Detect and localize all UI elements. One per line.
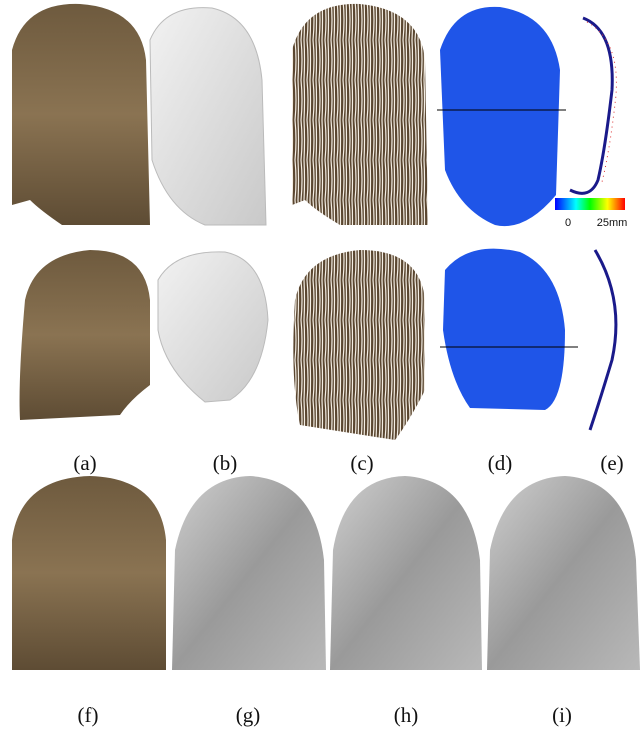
panel-label: (d) <box>488 451 513 475</box>
panel-label: (a) <box>73 451 96 475</box>
panel-label: (i) <box>552 703 572 727</box>
panel-label: (f) <box>78 703 99 727</box>
error-map <box>443 249 565 410</box>
hair-render <box>12 4 150 225</box>
colorbar-min: 0 <box>565 217 571 229</box>
colorbar <box>555 198 625 210</box>
panel-d-top <box>437 7 566 226</box>
hair-render <box>12 476 166 670</box>
panel-b-top <box>150 8 266 225</box>
mesh-render <box>487 476 640 670</box>
mesh-render <box>150 8 266 225</box>
panel-label: (h) <box>394 703 419 727</box>
panel-label: (e) <box>600 451 623 475</box>
panel-a-top <box>12 4 150 225</box>
panel-label: (b) <box>213 451 238 475</box>
error-map <box>440 7 560 226</box>
panel-label: (c) <box>350 451 373 475</box>
profile-curve <box>570 18 612 193</box>
mesh-render <box>330 476 482 670</box>
figure: 0 25mm (a) (b) (c) (d) (e) (f) (g) (h) (… <box>0 0 642 731</box>
panel-e-top: 0 25mm <box>555 18 627 229</box>
strand-render <box>293 250 425 440</box>
panel-c-top <box>292 4 428 225</box>
colorbar-max: 25mm <box>597 217 628 229</box>
profile-curve <box>590 250 616 430</box>
mesh-render <box>158 252 268 402</box>
mesh-render <box>172 476 326 670</box>
hair-render <box>20 250 150 420</box>
panel-label: (g) <box>236 703 261 727</box>
strand-render <box>292 4 428 225</box>
